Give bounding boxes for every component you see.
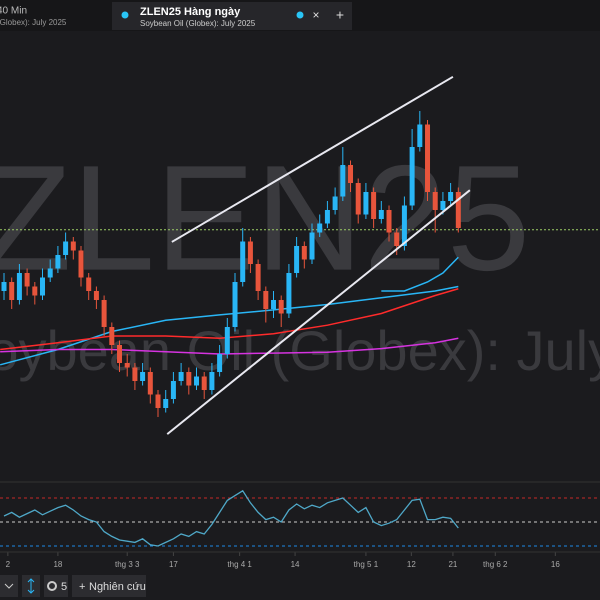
candle-body — [294, 246, 300, 273]
candle-body — [16, 273, 22, 300]
candle-body — [425, 124, 431, 192]
candle-body — [271, 300, 277, 309]
candle-body — [363, 192, 369, 215]
candle-body — [32, 286, 38, 296]
candle-body — [140, 372, 146, 381]
candle-body — [117, 345, 123, 363]
plot: 2 18 thg 3 3 17 thg 4 1 14 thg 5 1 12 21 thg 6 2 1… — [0, 75, 600, 569]
candle-body — [278, 300, 284, 314]
x-tick-label: 18 — [53, 560, 62, 569]
candle-body — [163, 399, 169, 408]
candle-body — [240, 241, 246, 282]
candle-body — [186, 372, 192, 386]
x-tick-label: thg 5 1 — [354, 560, 379, 569]
candle-body — [232, 282, 238, 327]
x-tick-label: 12 — [407, 560, 416, 569]
dropdown-icon — [4, 583, 14, 589]
candle-body — [109, 327, 115, 345]
candle-body — [394, 232, 400, 246]
left-interval: 40 Min — [0, 6, 27, 17]
candle-body — [101, 300, 107, 327]
x-tick-label: 14 — [291, 560, 300, 569]
candle-body — [332, 196, 338, 210]
candle-body — [448, 192, 454, 201]
candle-body — [217, 354, 223, 372]
candle-body — [371, 192, 377, 219]
candle-body — [340, 165, 346, 197]
x-tick-label: 2 — [6, 560, 11, 569]
trendline — [171, 75, 454, 243]
tab-subtitle: Soybean Oil (Globex): July 2025 — [140, 19, 256, 28]
candle-body — [194, 376, 200, 386]
x-tick-label: 21 — [448, 560, 457, 569]
candle-body — [124, 363, 130, 368]
candle-body — [263, 291, 269, 309]
candle-body — [324, 210, 330, 224]
close-tab[interactable]: × — [312, 8, 319, 22]
candle-body — [70, 241, 76, 251]
studies-count: 5 — [61, 581, 67, 593]
tab[interactable] — [112, 2, 352, 30]
x-tick-label: thg 4 1 — [227, 560, 252, 569]
candle-body — [78, 250, 84, 278]
moving-average — [0, 288, 459, 351]
candle-body — [247, 241, 253, 264]
oscillator-line — [3, 489, 459, 547]
candle-body — [1, 282, 7, 291]
left-subtitle: (Globex): July 2025 — [0, 18, 67, 27]
trendline — [166, 189, 471, 435]
moving-average — [0, 285, 459, 366]
candle-body — [178, 372, 184, 381]
scale-icon — [27, 578, 35, 594]
tab-title: ZLEN25 Hàng ngày — [140, 6, 241, 18]
dropdown[interactable] — [0, 575, 18, 597]
plus-icon: + — [79, 581, 85, 593]
moving-average — [0, 337, 459, 355]
candle-body — [348, 165, 354, 183]
candle-body — [317, 223, 323, 233]
candle-body — [155, 394, 161, 408]
candle-body — [93, 291, 99, 300]
candle-body — [9, 282, 15, 300]
candle-body — [309, 232, 315, 260]
candle-body — [47, 268, 53, 278]
x-tick-label: thg 6 2 — [483, 560, 508, 569]
candle-body — [401, 205, 407, 246]
candle-body — [432, 192, 438, 210]
moving-average — [381, 256, 459, 292]
candle-body — [40, 277, 46, 296]
candle-body — [209, 372, 215, 390]
candle-body — [355, 183, 361, 215]
x-tick-label: thg 3 3 — [115, 560, 140, 569]
candle-body — [255, 264, 261, 291]
candle-body — [86, 277, 92, 291]
x-tick-label: 16 — [551, 560, 560, 569]
tab-dot — [296, 11, 304, 19]
study-button[interactable] — [72, 575, 146, 597]
candle-body — [301, 246, 307, 260]
gear-icon — [47, 581, 57, 591]
candle-body — [201, 376, 207, 390]
candle-body — [409, 147, 415, 206]
add-tab[interactable]: + — [336, 7, 344, 23]
study-label: Nghiên cứu — [89, 581, 146, 593]
candle-body — [417, 124, 423, 147]
candle-body — [455, 192, 461, 228]
candle-body — [440, 201, 446, 210]
candle-body — [132, 367, 138, 381]
candle-body — [63, 241, 69, 255]
candle-body — [386, 210, 392, 233]
candle-body — [378, 210, 384, 219]
candle-body — [55, 255, 61, 269]
tab-dot — [121, 11, 129, 19]
candle-body — [24, 273, 30, 287]
candle-body — [170, 381, 176, 399]
x-tick-label: 17 — [169, 560, 178, 569]
candle-body — [286, 273, 292, 314]
candle-body — [147, 372, 153, 395]
candle-body — [224, 327, 230, 354]
